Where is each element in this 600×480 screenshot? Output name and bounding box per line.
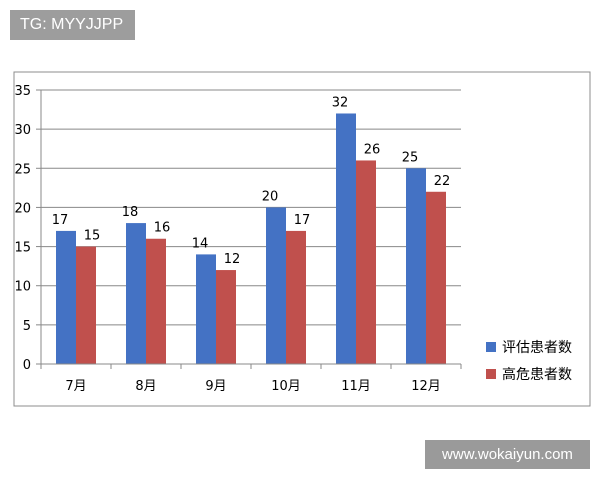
data-label: 16 xyxy=(154,221,171,236)
y-tick-label: 35 xyxy=(14,84,31,99)
bar-series-1 xyxy=(196,254,216,364)
data-label: 32 xyxy=(332,95,349,110)
bar-series-1 xyxy=(126,223,146,364)
data-label: 18 xyxy=(122,205,139,220)
legend-swatch xyxy=(486,342,496,352)
data-label: 14 xyxy=(192,236,209,251)
bar-series-2 xyxy=(356,160,376,364)
bar-series-1 xyxy=(406,168,426,364)
legend-label: 评估患者数 xyxy=(502,340,572,356)
bar-series-2 xyxy=(216,270,236,364)
axes: 0 5 10 15 20 25 30 35 7月 8月 9月 10月 11月 12月 xyxy=(14,84,462,394)
bar-series-1 xyxy=(266,207,286,364)
bars: 17 15 18 16 14 12 20 17 32 26 25 22 xyxy=(52,95,451,364)
data-label: 17 xyxy=(294,213,311,228)
gridlines xyxy=(41,89,461,326)
data-label: 15 xyxy=(84,229,101,244)
data-label: 25 xyxy=(402,150,419,165)
data-label: 12 xyxy=(224,252,241,267)
y-tick-label: 15 xyxy=(14,241,31,256)
bar-series-1 xyxy=(56,230,76,364)
data-label: 20 xyxy=(262,189,279,204)
bar-series-1 xyxy=(336,113,356,364)
y-tick-label: 20 xyxy=(14,201,31,216)
watermark-bottom: www.wokaiyun.com xyxy=(425,440,590,469)
bar-series-2 xyxy=(426,191,446,364)
y-tick-label: 30 xyxy=(14,123,31,138)
legend-swatch xyxy=(486,369,496,379)
x-tick-label: 9月 xyxy=(205,379,226,394)
y-tick-label: 0 xyxy=(23,358,31,373)
y-tick-label: 10 xyxy=(14,280,31,295)
y-tick-label: 5 xyxy=(23,319,31,334)
x-tick-label: 11月 xyxy=(341,379,371,394)
x-tick-label: 7月 xyxy=(65,379,86,394)
bar-series-2 xyxy=(146,238,166,364)
bar-series-2 xyxy=(76,246,96,364)
data-label: 22 xyxy=(434,174,451,189)
x-tick-label: 12月 xyxy=(411,379,441,394)
data-label: 26 xyxy=(364,142,381,157)
bar-series-2 xyxy=(286,230,306,364)
y-tick-label: 25 xyxy=(14,162,31,177)
x-tick-label: 10月 xyxy=(271,379,301,394)
data-label: 17 xyxy=(52,213,69,228)
legend-label: 高危患者数 xyxy=(502,366,572,383)
watermark-top: TG: MYYJJPP xyxy=(10,10,135,40)
x-tick-label: 8月 xyxy=(135,379,156,394)
